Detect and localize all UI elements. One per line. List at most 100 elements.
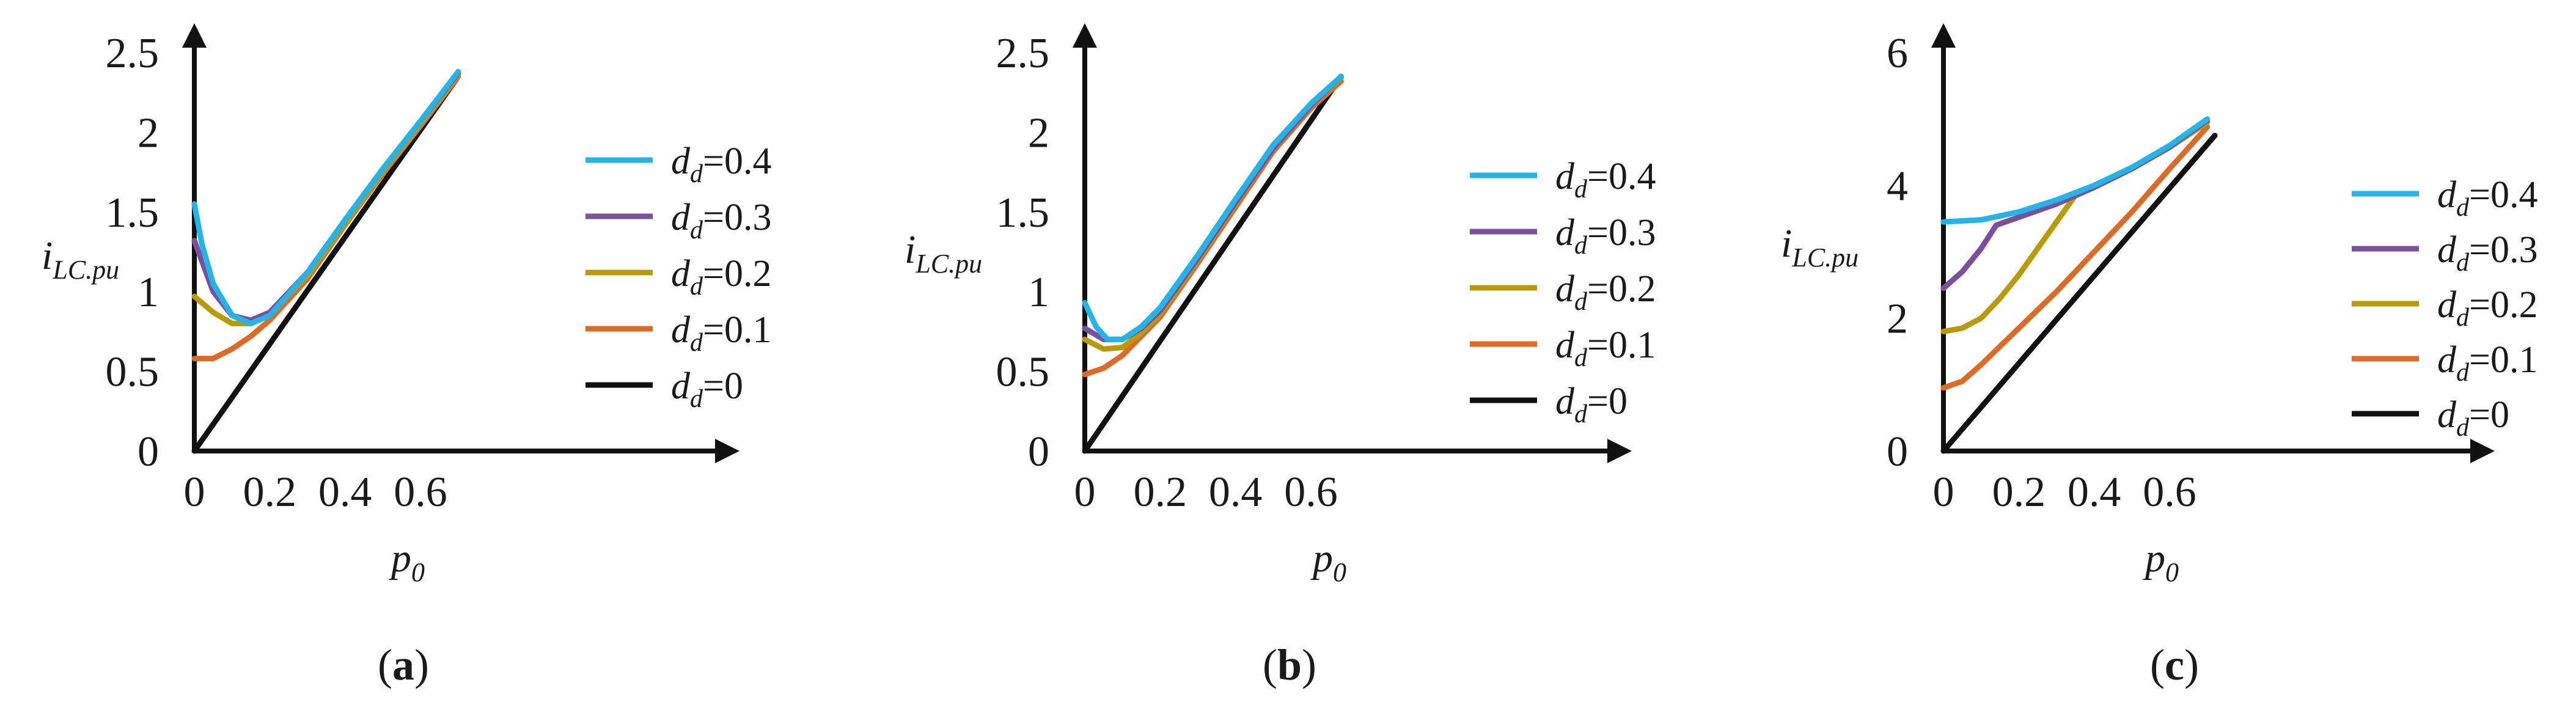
legend-value: 0	[724, 365, 743, 407]
legend-entry-dd-0-1: dd=0.1	[1555, 324, 1656, 372]
legend-separator: =	[2469, 394, 2490, 436]
legend-value: 0	[1609, 381, 1627, 422]
legend-separator: =	[1587, 381, 1609, 422]
x-tick-label: 0.2	[1992, 469, 2046, 516]
series-line-dd-0-3	[191, 70, 461, 323]
legend: dd=0.4dd=0.3dd=0.2dd=0.1dd=0	[2352, 174, 2537, 442]
legend-subscript: d	[690, 329, 703, 357]
legend-symbol: d	[1555, 212, 1575, 254]
y-axis-label-sub: LC.pu	[52, 255, 119, 285]
chart-panel-a: 0 0.2 0.4 0.600.511.522.5iLC.pup0dd=0.4dd=0…	[42, 23, 771, 689]
legend-subscript: d	[1574, 288, 1588, 316]
legend-value: 0.2	[2490, 284, 2538, 326]
legend-value: 0.3	[724, 197, 772, 238]
legend-symbol: d	[2437, 174, 2457, 216]
legend-symbol: d	[671, 253, 691, 295]
legend-separator: =	[2469, 229, 2490, 271]
x-axis-label-main: p	[2143, 536, 2165, 581]
panel-label-close: )	[414, 640, 429, 689]
legend-entry-dd-0: dd=0	[671, 365, 743, 413]
legend-subscript: d	[2456, 414, 2470, 442]
x-axis-label-main: p	[389, 536, 411, 581]
series-line-dd-0	[191, 73, 461, 454]
y-tick-label: 6	[1887, 30, 1908, 77]
y-tick-label: 0.5	[996, 349, 1050, 396]
y-tick-label: 1.5	[996, 189, 1050, 237]
legend-symbol: d	[2437, 339, 2457, 381]
legend-subscript: d	[690, 273, 703, 301]
legend-entry-dd-0-3: dd=0.3	[671, 197, 771, 244]
legend-subscript: d	[2456, 359, 2470, 387]
series-line-dd-0-4	[191, 68, 461, 326]
legend-separator: =	[2469, 339, 2490, 381]
panel-label-open: (	[2150, 640, 2165, 689]
y-axis-label-main: i	[1781, 221, 1792, 266]
x-tick-label: 0.4	[1209, 469, 1263, 516]
legend-symbol: d	[671, 309, 691, 351]
legend-value: 0.2	[724, 253, 772, 295]
series-line-dd-0-2	[191, 72, 461, 326]
y-tick-label: 4	[1887, 163, 1908, 210]
legend-entry-dd-0-1: dd=0.1	[671, 309, 771, 357]
panel-label: (b)	[1263, 640, 1316, 689]
y-axis-label-main: i	[42, 233, 53, 278]
legend-subscript: d	[690, 385, 703, 413]
y-axis-arrowhead	[182, 23, 207, 48]
legend-value: 0.3	[1609, 212, 1656, 254]
series-line-dd-0	[1082, 73, 1344, 454]
x-axis-arrowhead	[1607, 439, 1632, 463]
legend-separator: =	[703, 141, 724, 182]
panel-label: (c)	[2150, 640, 2199, 689]
x-tick-label: 0.2	[243, 469, 297, 516]
legend-subscript: d	[690, 160, 703, 188]
legend-entry-dd-0-2: dd=0.2	[671, 253, 771, 301]
legend-symbol: d	[671, 141, 691, 182]
legend-value: 0.1	[2490, 339, 2538, 381]
legend-subscript: d	[2456, 194, 2470, 222]
legend-symbol: d	[1555, 324, 1575, 366]
legend-value: 0.4	[724, 141, 772, 182]
y-tick-label: 1	[138, 269, 159, 316]
panel-label-letter: a	[392, 640, 414, 689]
legend-entry-dd-0-4: dd=0.4	[2437, 174, 2537, 222]
legend-entry-dd-0: dd=0	[1555, 381, 1627, 428]
legend-subscript: d	[1574, 400, 1588, 428]
y-tick-label: 2.5	[996, 30, 1050, 77]
x-axis-label: p0	[389, 536, 425, 587]
legend-symbol: d	[2437, 229, 2457, 271]
y-tick-label: 0	[1028, 428, 1049, 475]
y-tick-label: 2.5	[106, 30, 160, 77]
panel-label: (a)	[378, 640, 429, 689]
legend-value: 0.3	[2490, 229, 2538, 271]
x-tick-label: 0.2	[1134, 469, 1187, 516]
y-tick-label: 2	[138, 109, 159, 156]
y-axis-label: iLC.pu	[42, 233, 119, 285]
legend-subscript: d	[2456, 249, 2470, 277]
legend-symbol: d	[2437, 284, 2457, 326]
x-tick-label: 0.4	[2068, 469, 2121, 516]
panel-label-open: (	[378, 640, 392, 689]
legend-separator: =	[703, 365, 724, 407]
chart-panel-b: 0 0.2 0.4 0.600.511.522.5iLC.pup0dd=0.4dd=0…	[905, 23, 1656, 689]
legend-separator: =	[1587, 212, 1609, 254]
legend-symbol: d	[671, 197, 691, 238]
x-axis-label-sub: 0	[1333, 557, 1346, 587]
legend-entry-dd-0-4: dd=0.4	[1555, 156, 1656, 204]
legend-value: 0.4	[2490, 174, 2538, 216]
y-tick-label: 0	[1887, 428, 1908, 475]
x-axis-arrowhead	[715, 439, 739, 463]
legend-value: 0.1	[1609, 324, 1656, 366]
panel-label-open: (	[1263, 640, 1277, 689]
legend-subscript: d	[690, 216, 703, 244]
legend-separator: =	[1587, 324, 1609, 366]
legend-symbol: d	[1555, 268, 1575, 310]
legend-value: 0.2	[1609, 268, 1656, 310]
legend-subscript: d	[1574, 175, 1588, 204]
legend: dd=0.4dd=0.3dd=0.2dd=0.1dd=0	[585, 141, 771, 413]
x-axis-label-sub: 0	[2165, 557, 2179, 587]
x-tick-label: 0.6	[1284, 469, 1338, 516]
y-tick-label: 2	[1028, 109, 1049, 156]
panel-label-close: )	[1302, 640, 1316, 689]
y-axis-label-sub: LC.pu	[915, 249, 982, 279]
